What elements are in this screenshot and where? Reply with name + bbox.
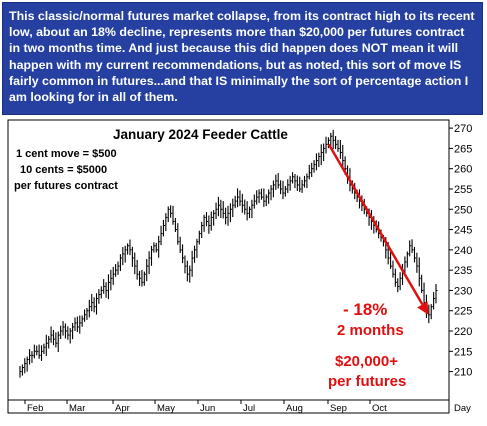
x-tick-label: Mar	[69, 403, 85, 414]
x-tick-label: May	[157, 403, 175, 414]
y-tick-label: 235	[454, 265, 472, 277]
y-tick-label: 255	[454, 184, 472, 196]
y-tick-label: 270	[454, 123, 472, 135]
y-tick-label: 225	[454, 306, 472, 318]
price-bars	[19, 129, 438, 378]
y-tick-label: 245	[454, 225, 472, 237]
x-tick-label: Jun	[200, 403, 215, 414]
x-axis-labels: Feb Mar Apr May Jun Jul Aug Sep Oct Day	[27, 403, 471, 414]
commentary-banner: This classic/normal futures market colla…	[2, 2, 483, 115]
note-ten-cents: 10 cents = $5000	[20, 164, 107, 176]
annotation-duration: 2 months	[337, 322, 404, 339]
plot-area	[7, 119, 450, 401]
y-tick-label: 240	[454, 245, 472, 257]
y-tick-label: 265	[454, 143, 472, 155]
x-tick-label: Day	[454, 403, 471, 414]
x-tick-label: Jul	[243, 403, 255, 414]
y-axis: 210 215 220 225 230 235 240 245 250 255 260 265 270	[449, 123, 472, 379]
annotation-amount: $20,000+	[335, 353, 398, 370]
y-tick-label: 230	[454, 285, 472, 297]
x-axis-strip	[7, 399, 450, 414]
x-tick-label: Sep	[330, 403, 347, 414]
decline-arrow-head	[417, 301, 429, 315]
y-tick-label: 210	[454, 367, 472, 379]
x-tick-label: Oct	[372, 403, 387, 414]
y-tick-label: 215	[454, 346, 472, 358]
y-tick-label: 260	[454, 164, 472, 176]
x-tick-label: Aug	[286, 403, 303, 414]
y-tick-label: 220	[454, 326, 472, 338]
y-tick-label: 250	[454, 204, 472, 216]
decline-arrow	[327, 143, 424, 306]
note-cent-move: 1 cent move = $500	[16, 148, 117, 160]
x-tick-label: Feb	[27, 403, 43, 414]
annotation-per-futures: per futures	[328, 373, 406, 390]
x-axis-ticks	[24, 400, 371, 404]
x-tick-label: Apr	[115, 403, 130, 414]
note-per-contract: per futures contract	[14, 180, 118, 192]
annotation-percent: - 18%	[343, 300, 387, 319]
chart-title: January 2024 Feeder Cattle	[113, 127, 288, 142]
